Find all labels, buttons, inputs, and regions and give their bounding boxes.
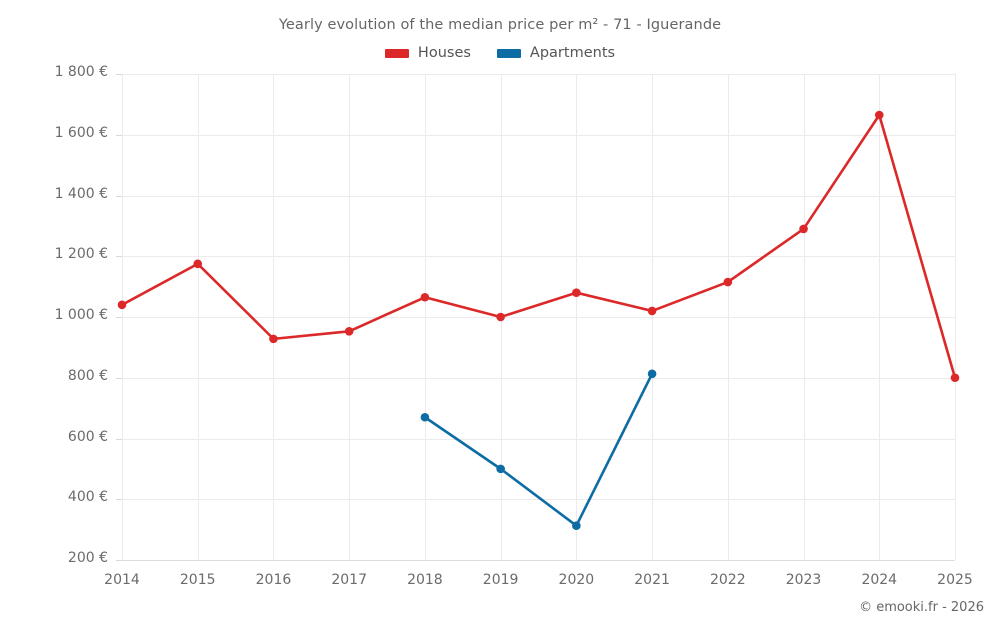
y-tick-mark bbox=[116, 134, 122, 136]
data-point-houses[interactable] bbox=[496, 312, 505, 322]
data-point-apartments[interactable] bbox=[647, 369, 657, 379]
data-point-apartments[interactable] bbox=[496, 464, 505, 474]
data-point-houses[interactable] bbox=[344, 326, 354, 336]
gridline-horizontal bbox=[122, 256, 955, 258]
chart-legend: Houses Apartments bbox=[0, 45, 1000, 61]
x-tick-label: 2015 bbox=[179, 572, 216, 588]
legend-item-houses[interactable]: Houses bbox=[384, 45, 471, 61]
gridline-vertical bbox=[652, 74, 654, 560]
series-line-apartments bbox=[423, 372, 654, 527]
gridline-vertical bbox=[955, 74, 956, 560]
x-tick-label: 2024 bbox=[861, 572, 898, 588]
data-point-houses[interactable] bbox=[572, 288, 581, 297]
y-tick-mark bbox=[116, 377, 122, 379]
x-tick-label: 2018 bbox=[407, 572, 443, 588]
y-tick-label: 400 € bbox=[67, 489, 108, 506]
data-point-houses[interactable] bbox=[117, 300, 127, 310]
gridline-horizontal bbox=[122, 134, 955, 136]
x-tick-label: 2025 bbox=[937, 572, 973, 588]
gridline-horizontal bbox=[122, 317, 955, 318]
legend-label-houses: Houses bbox=[417, 45, 471, 61]
x-axis-line bbox=[122, 560, 955, 561]
data-point-houses[interactable] bbox=[950, 373, 960, 383]
legend-item-apartments[interactable]: Apartments bbox=[496, 45, 616, 61]
data-point-apartments[interactable] bbox=[420, 412, 430, 422]
plot-area bbox=[117, 74, 960, 561]
y-tick-label: 200 € bbox=[67, 550, 108, 566]
x-tick-label: 2019 bbox=[482, 572, 519, 588]
y-tick-label: 800 € bbox=[67, 367, 108, 384]
series-line-houses bbox=[120, 113, 957, 380]
x-tick-label: 2016 bbox=[255, 572, 292, 588]
gridline-horizontal bbox=[122, 195, 955, 197]
data-point-houses[interactable] bbox=[269, 334, 278, 344]
y-tick-mark bbox=[116, 560, 122, 561]
legend-label-apartments: Apartments bbox=[529, 45, 616, 61]
y-tick-label: 1 000 € bbox=[54, 307, 108, 323]
data-point-houses[interactable] bbox=[799, 224, 808, 234]
y-tick-label: 1 200 € bbox=[54, 246, 108, 263]
y-tick-label: 600 € bbox=[67, 428, 108, 445]
y-tick-mark bbox=[116, 74, 122, 75]
x-tick-label: 2022 bbox=[709, 572, 746, 588]
chart-title: Yearly evolution of the median price per… bbox=[278, 17, 722, 33]
x-tick-label: 2014 bbox=[104, 572, 140, 588]
x-tick-label: 2017 bbox=[331, 572, 367, 588]
x-tick-label: 2021 bbox=[634, 572, 670, 588]
gridline-horizontal bbox=[122, 499, 955, 501]
legend-swatch-houses bbox=[384, 48, 409, 58]
gridline-horizontal bbox=[122, 438, 955, 440]
gridline-vertical bbox=[803, 74, 805, 560]
x-tick-label: 2020 bbox=[558, 572, 595, 588]
credit-text: © emooki.fr - 2026 bbox=[859, 600, 984, 615]
y-tick-mark bbox=[116, 499, 122, 501]
gridline-vertical bbox=[273, 74, 275, 560]
gridline-horizontal bbox=[122, 74, 955, 75]
data-point-houses[interactable] bbox=[723, 277, 733, 287]
gridline-horizontal bbox=[122, 377, 955, 379]
legend-swatch-apartments bbox=[496, 48, 521, 58]
gridline-vertical bbox=[197, 74, 199, 560]
gridline-vertical bbox=[424, 74, 426, 560]
y-tick-mark bbox=[116, 317, 122, 318]
data-point-houses[interactable] bbox=[647, 306, 657, 316]
gridline-vertical bbox=[879, 74, 881, 560]
data-point-houses[interactable] bbox=[420, 292, 430, 302]
data-point-houses[interactable] bbox=[193, 259, 203, 269]
y-tick-label: 1 600 € bbox=[54, 124, 108, 141]
gridline-vertical bbox=[727, 74, 729, 560]
gridline-vertical bbox=[349, 74, 351, 560]
gridline-vertical bbox=[576, 74, 578, 560]
y-tick-mark bbox=[116, 195, 122, 197]
series-layer bbox=[117, 110, 960, 530]
data-point-apartments[interactable] bbox=[572, 521, 581, 530]
y-tick-mark bbox=[116, 438, 122, 440]
y-tick-label: 1 400 € bbox=[54, 185, 108, 202]
gridline-vertical bbox=[122, 74, 123, 560]
y-tick-label: 1 800 € bbox=[54, 64, 108, 80]
x-tick-label: 2023 bbox=[785, 572, 822, 588]
y-tick-mark bbox=[116, 256, 122, 258]
data-point-houses[interactable] bbox=[874, 110, 884, 120]
